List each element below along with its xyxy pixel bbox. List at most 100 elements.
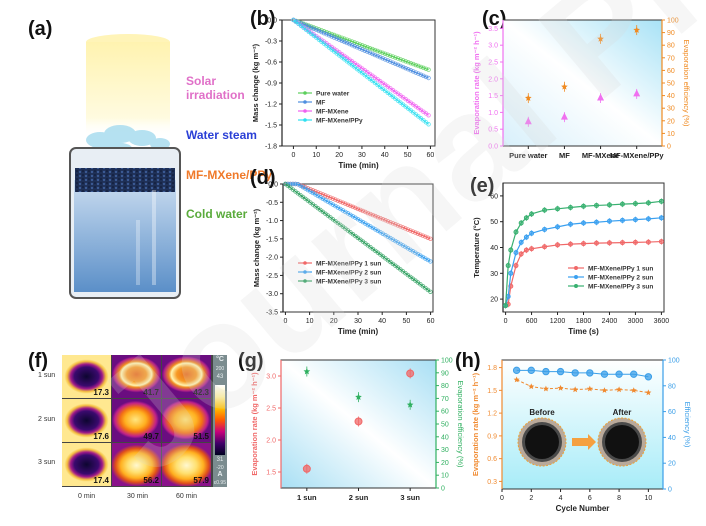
data-point <box>400 64 406 70</box>
data-point <box>403 65 408 71</box>
y2-tick-label: 90 <box>441 370 449 377</box>
colorbar-unit: °C <box>216 356 224 363</box>
y2-tick-label: 80 <box>441 383 449 390</box>
y2-tick-label: 10 <box>441 473 449 480</box>
data-point <box>508 247 514 253</box>
data-point <box>645 200 651 206</box>
y-tick-label: 2.5 <box>488 60 498 67</box>
plot-background <box>503 183 664 312</box>
thermal-colorbar: °C 200 43 31 -20 A ε0.95 <box>213 355 227 487</box>
colorbar-mode: A <box>217 471 223 478</box>
col-label-0-min: 0 min <box>78 493 96 500</box>
data-point <box>395 56 401 61</box>
colorbar-bottom-small: -20 <box>216 465 224 471</box>
temperature-value: 17.6 <box>93 432 109 441</box>
y2-tick-label: 30 <box>667 106 675 113</box>
y-axis-title: Evaporation rate (kg m⁻² h⁻¹) <box>472 31 481 135</box>
x-tick-label: 0 <box>500 495 504 502</box>
series-evaporation-rate <box>513 376 652 396</box>
panel-label-d: (d) <box>250 167 276 189</box>
y2-tick-label: 100 <box>441 358 453 365</box>
data-point <box>357 46 362 51</box>
x-category-label: MF-MXene <box>582 151 620 160</box>
data-point <box>360 208 366 214</box>
data-point-star <box>528 383 535 390</box>
y-tick-label: 50 <box>490 219 498 226</box>
data-point <box>423 74 429 80</box>
data-point-star <box>525 94 532 101</box>
data-point <box>370 46 375 52</box>
data-point <box>645 239 651 245</box>
data-point <box>619 201 625 207</box>
data-point <box>363 209 368 215</box>
panel-label-g: (g) <box>238 350 264 372</box>
y2-axis-title: Evaporation efficiency (%) <box>456 381 465 468</box>
y-tick-label: 2.0 <box>488 76 498 83</box>
row-label-2-sun: 2 sun <box>38 416 56 423</box>
data-point <box>367 50 373 56</box>
data-point <box>388 59 393 64</box>
data-point <box>385 58 390 63</box>
data-point <box>421 65 426 71</box>
data-point <box>418 232 423 237</box>
label-solar-irradiation: Solar irradiation <box>186 74 245 102</box>
data-point <box>342 39 347 45</box>
x-axis-title: Time (min) <box>338 327 379 336</box>
chart-d-mass-change-sun: 0.0 -0.5 -1.0 -1.5 -2.0 -2.5 -3.0 -3.5 0 10 20 30 40… <box>252 182 435 337</box>
sample-before-photo <box>517 417 567 467</box>
temperature-value: 42.3 <box>193 388 209 397</box>
data-point <box>398 224 403 229</box>
data-point-triangle <box>524 117 532 125</box>
x-tick-label: 2 <box>529 495 533 502</box>
data-point <box>388 53 393 58</box>
x-category-label: MF <box>559 151 570 160</box>
y2-tick-label: 0 <box>441 486 445 493</box>
data-point-circle <box>571 369 579 377</box>
data-point <box>385 219 391 224</box>
sample-disk <box>605 425 639 459</box>
x-tick-label: 3000 <box>628 318 644 325</box>
data-point <box>326 33 332 38</box>
y-tick-label: -3.0 <box>266 291 278 298</box>
data-point <box>426 75 431 81</box>
data-point <box>606 240 612 246</box>
data-point <box>581 220 586 226</box>
data-point <box>333 197 338 202</box>
y-tick-label: 20 <box>490 297 498 304</box>
series-mf-mxene-ppy-3-sun <box>503 198 664 309</box>
data-point <box>632 217 638 223</box>
panel-label-b: (b) <box>250 8 276 30</box>
data-point <box>377 55 383 60</box>
data-point <box>411 61 416 67</box>
legend-marker <box>303 279 307 283</box>
data-point <box>357 42 362 47</box>
data-point <box>529 211 535 217</box>
data-point <box>365 45 370 50</box>
data-point <box>529 230 535 236</box>
y-tick-label: 2.0 <box>266 438 276 445</box>
data-point <box>405 67 411 72</box>
data-point <box>324 32 329 37</box>
temperature-value: 56.2 <box>143 476 159 485</box>
data-point <box>330 196 336 201</box>
x-tick-label: 30 <box>354 318 362 325</box>
data-point <box>380 50 385 56</box>
data-point <box>323 193 328 198</box>
legend-label: MF-MXene/PPy 1 sun <box>588 266 653 273</box>
x-tick-label: 60 <box>427 152 435 159</box>
data-point <box>403 226 408 231</box>
x-tick-label: 50 <box>404 152 412 159</box>
x-tick-label: 1200 <box>550 318 566 325</box>
data-point <box>385 52 390 57</box>
data-point <box>383 218 388 223</box>
y2-tick-label: 80 <box>667 43 675 50</box>
data-point <box>405 227 411 232</box>
series-efficiency <box>512 366 653 381</box>
row-label-1-sun: 1 sun <box>38 372 56 379</box>
thermal-image: 57.9 <box>162 443 211 486</box>
temperature-value: 41.7 <box>143 388 159 397</box>
thermal-image: 17.6 <box>62 399 111 442</box>
data-point <box>513 250 519 256</box>
thermal-image: 51.5 <box>162 399 211 442</box>
data-point <box>542 244 548 250</box>
